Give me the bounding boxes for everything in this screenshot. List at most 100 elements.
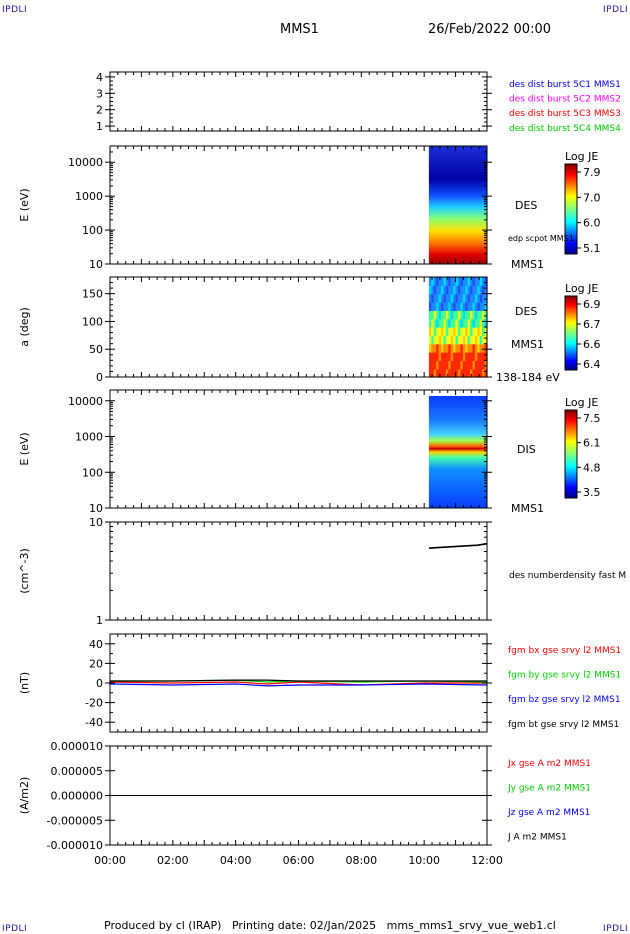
pitch-angle-cell: [431, 352, 435, 361]
pitch-angle-cell: [436, 285, 440, 295]
pitch-angle-cell: [440, 302, 445, 311]
colorbar-tick-label: 6.1: [583, 437, 601, 450]
pitch-angle-cell: [465, 368, 469, 378]
y-axis-label: (A/m2): [18, 777, 31, 815]
pitch-angle-cell: [474, 327, 478, 336]
pitch-angle-cell: [440, 285, 445, 295]
pitch-angle-cell: [462, 343, 466, 353]
time-tick-label: 08:00: [345, 854, 377, 867]
y-axis-label: a (deg): [18, 307, 31, 347]
pitch-angle-cell: [467, 302, 471, 311]
pitch-angle-cell: [445, 318, 449, 328]
y-tick-label: 40: [89, 638, 103, 651]
pitch-angle-cell: [445, 293, 449, 303]
pitch-angle-cell: [450, 277, 454, 286]
pitch-angle-cell: [457, 318, 461, 328]
pitch-angle-cell: [448, 302, 452, 311]
pitch-angle-cell: [470, 293, 474, 303]
pitch-angle-cell: [470, 327, 474, 336]
pitch-angle-cell: [472, 343, 476, 353]
colorbar: [564, 163, 578, 255]
pitch-angle-cell: [467, 360, 471, 370]
pitch-angle-cell: [438, 327, 442, 336]
y-tick-label: 0.000010: [51, 740, 104, 753]
pitch-angle-cell: [477, 360, 481, 370]
pitch-angle-cell: [457, 327, 461, 336]
pitch-angle-cell: [438, 368, 442, 378]
pitch-angle-cell: [450, 352, 454, 361]
time-tick-label: 12:00: [471, 854, 503, 867]
pitch-angle-cell: [477, 327, 481, 336]
pitch-angle-cell: [440, 318, 445, 328]
pitch-angle-cell: [431, 277, 435, 286]
pitch-angle-cell: [479, 302, 483, 311]
pitch-angle-cell: [482, 327, 486, 336]
pitch-angle-cell: [428, 352, 432, 361]
colorbar: [564, 295, 578, 371]
pitch-angle-cell: [433, 277, 437, 286]
pitch-angle-cell: [443, 302, 447, 311]
pitch-angle-cell: [438, 285, 442, 295]
legend-entry: fgm bx gse srvy l2 MMS1: [508, 646, 621, 656]
panel-tag: DIS: [517, 443, 536, 456]
legend-entry: fgm by gse srvy l2 MMS1: [508, 671, 621, 681]
y-tick-label: 1: [96, 614, 103, 627]
y-tick-label: 10000: [68, 395, 103, 408]
pitch-angle-cell: [455, 327, 459, 336]
pitch-angle-cell: [482, 360, 486, 370]
y-tick-label: 50: [89, 343, 103, 356]
pitch-angle-cell: [431, 335, 435, 345]
pitch-angle-cell: [472, 335, 476, 345]
pitch-angle-cell: [470, 277, 474, 286]
pitch-angle-cell: [438, 277, 442, 286]
pitch-angle-cell: [477, 343, 481, 353]
pitch-angle-cell: [428, 368, 432, 378]
pitch-angle-cell: [462, 293, 466, 303]
pitch-angle-cell: [479, 285, 483, 295]
time-tick-label: 02:00: [157, 854, 189, 867]
colorbar-tick-label: 5.1: [583, 242, 601, 255]
y-tick-label: 2: [96, 104, 103, 117]
pitch-angle-cell: [482, 277, 486, 286]
pitch-angle-cell: [465, 343, 469, 353]
pitch-angle-cell: [433, 360, 437, 370]
pitch-angle-cell: [472, 310, 476, 320]
pitch-angle-cell: [470, 318, 474, 328]
pitch-angle-cell: [450, 285, 454, 295]
legend-entry: J A m2 MMS1: [507, 833, 567, 843]
pitch-angle-cell: [462, 368, 466, 378]
pitch-angle-cell: [465, 293, 469, 303]
pitch-angle-cell: [484, 293, 488, 303]
pitch-angle-cell: [455, 302, 459, 311]
pitch-angle-cell: [474, 360, 478, 370]
pitch-angle-cell: [433, 302, 437, 311]
pitch-angle-cell: [484, 368, 488, 378]
y-tick-label: 0: [96, 371, 103, 384]
pitch-angle-cell: [436, 335, 440, 345]
pitch-angle-cell: [428, 335, 432, 345]
legend-entry: des dist burst 5C2 MMS2: [509, 95, 621, 105]
pitch-angle-cell: [460, 277, 464, 286]
panel-frame: [109, 521, 488, 621]
pitch-angle-cell: [484, 318, 488, 328]
corner-label-bottom-left: IPDLI: [2, 924, 28, 934]
pitch-angle-cell: [479, 360, 483, 370]
pitch-angle-cell: [460, 335, 464, 345]
pitch-angle-cell: [460, 310, 464, 320]
pitch-angle-cell: [479, 368, 483, 378]
pitch-angle-cell: [470, 368, 474, 378]
pitch-angle-cell: [457, 360, 461, 370]
pitch-angle-cell: [431, 327, 435, 336]
y-tick-label: -0.000005: [47, 814, 103, 827]
pitch-angle-cell: [482, 318, 486, 328]
pitch-angle-cell: [438, 335, 442, 345]
density-line: [428, 542, 488, 549]
pitch-angle-cell: [477, 352, 481, 361]
pitch-angle-cell: [436, 302, 440, 311]
pitch-angle-cell: [479, 310, 483, 320]
y-axis-label: (nT): [18, 672, 31, 694]
y-tick-label: -0.000010: [47, 839, 103, 852]
pitch-angle-cell: [460, 368, 464, 378]
pitch-angle-cell: [450, 310, 454, 320]
pitch-angle-cell: [440, 343, 445, 353]
